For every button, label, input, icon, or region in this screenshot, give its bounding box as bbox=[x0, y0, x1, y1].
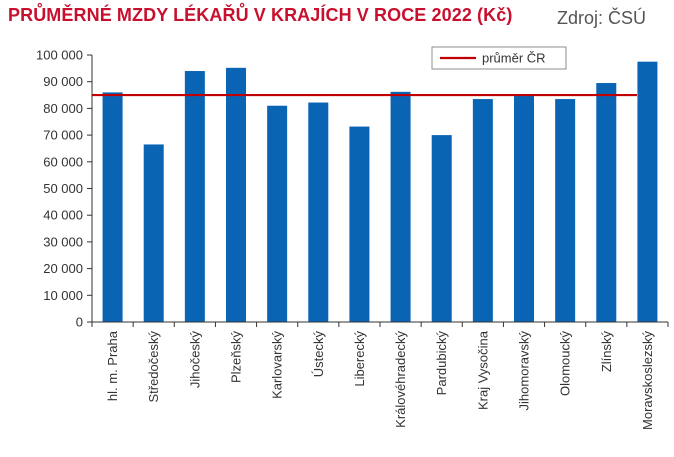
bar bbox=[390, 91, 411, 322]
y-tick-label: 20 000 bbox=[43, 261, 83, 276]
y-tick-label: 70 000 bbox=[43, 128, 83, 143]
bar bbox=[555, 99, 576, 323]
y-tick-label: 90 000 bbox=[43, 74, 83, 89]
legend-box bbox=[431, 46, 567, 70]
source-label: Zdroj: ČSÚ bbox=[556, 8, 646, 28]
y-tick-label: 10 000 bbox=[43, 288, 83, 303]
x-tick-label: Moravskoslezský bbox=[640, 331, 655, 430]
bar bbox=[184, 71, 205, 323]
y-tick-label: 0 bbox=[76, 315, 83, 330]
y-tick-label: 60 000 bbox=[43, 154, 83, 169]
x-tick-label: Liberecký bbox=[352, 331, 367, 387]
x-tick-label: Plzeňský bbox=[229, 331, 244, 384]
bar bbox=[267, 105, 288, 322]
bar bbox=[143, 144, 164, 322]
y-tick-label: 50 000 bbox=[43, 181, 83, 196]
y-tick-label: 40 000 bbox=[43, 208, 83, 223]
bar bbox=[308, 102, 329, 322]
bar bbox=[226, 67, 246, 322]
chart-title: PRŮMĚRNÉ MZDY LÉKAŘŮ V KRAJÍCH V ROCE 20… bbox=[8, 5, 513, 25]
x-tick-label: Zlínský bbox=[599, 331, 614, 373]
x-tick-label: Středočeský bbox=[146, 331, 161, 403]
x-tick-label: hl. m. Praha bbox=[105, 330, 120, 401]
x-tick-label: Jihočeský bbox=[187, 331, 202, 389]
bar bbox=[102, 92, 123, 322]
bar bbox=[431, 135, 452, 322]
x-tick-label: Pardubický bbox=[434, 331, 449, 396]
x-axis: hl. m. Praha Středočeský Jihočeský Plzeňský… bbox=[91, 321, 669, 430]
bars bbox=[102, 61, 658, 323]
x-tick-label: Karlovarský bbox=[270, 331, 285, 399]
bar bbox=[637, 61, 658, 323]
bar bbox=[349, 126, 370, 322]
legend-label: průměr ČR bbox=[482, 51, 546, 66]
y-tick-label: 100 000 bbox=[36, 48, 83, 63]
bar bbox=[514, 95, 534, 322]
bar bbox=[596, 83, 617, 322]
y-tick-label: 80 000 bbox=[43, 101, 83, 116]
x-tick-label: Jihomoravský bbox=[517, 331, 532, 411]
x-tick-label: Královéhradecký bbox=[393, 331, 408, 428]
x-tick-label: Ústecký bbox=[311, 331, 326, 378]
y-axis: 0 10 000 20 000 30 000 40 000 50 000 60 000 70 … bbox=[36, 48, 93, 330]
x-tick-label: Kraj Vysočina bbox=[475, 330, 490, 410]
y-tick-label: 30 000 bbox=[43, 234, 83, 249]
x-tick-label: Olomoucký bbox=[558, 331, 573, 397]
legend: průměr ČR bbox=[431, 46, 567, 70]
bar bbox=[472, 99, 493, 323]
